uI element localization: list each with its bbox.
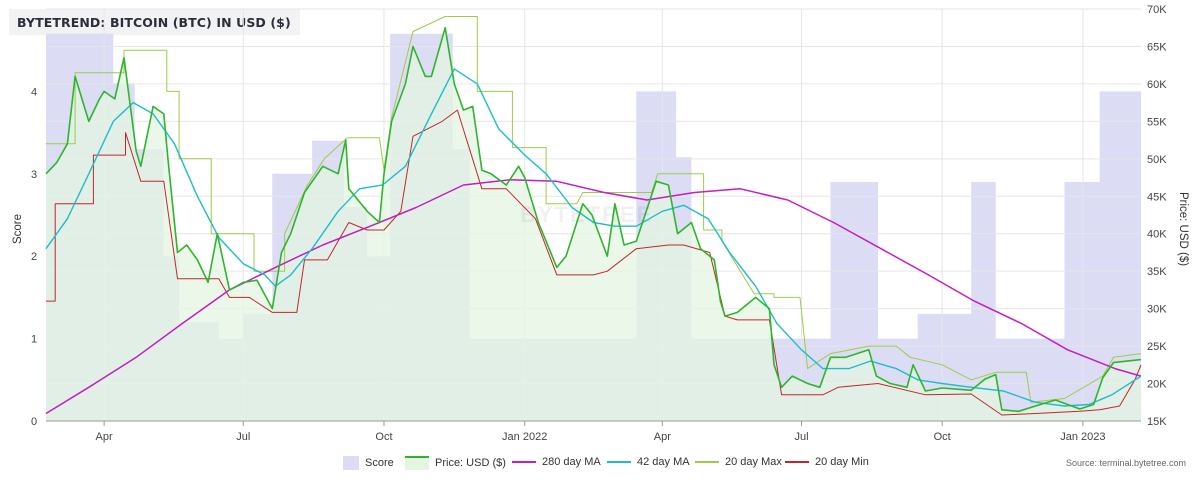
series-lines-layer xyxy=(45,16,1142,416)
legend-swatch-ma280 xyxy=(512,461,536,463)
series-line-20-day-min xyxy=(46,109,1142,416)
legend-label-min20: 20 day Min xyxy=(815,456,869,468)
legend-swatch-score xyxy=(343,456,359,470)
legend-item-price[interactable]: Price: USD ($) xyxy=(405,456,506,470)
x-tick-label: Jul xyxy=(794,431,808,443)
y-left-tick-label: 0 xyxy=(31,416,37,428)
legend-swatch-min20 xyxy=(785,461,809,463)
series-line-42-day-ma xyxy=(45,68,1142,407)
watermark-text: BYTETREE xyxy=(520,202,653,227)
legend-label-price: Price: USD ($) xyxy=(435,457,506,469)
y-right-tick-label: 50K xyxy=(1147,154,1167,166)
legend-item-min20[interactable]: 20 day Min xyxy=(785,456,869,468)
y-right-tick-label: 45K xyxy=(1147,191,1167,203)
y-right-tick-label: 55K xyxy=(1147,116,1167,128)
grid-layer xyxy=(46,8,1141,422)
legend-label-max20: 20 day Max xyxy=(725,456,782,468)
y-right-tick-label: 60K xyxy=(1147,79,1167,91)
legend-label-ma42: 42 day MA xyxy=(637,456,690,468)
y-right-tick-label: 25K xyxy=(1147,341,1167,353)
legend-item-max20[interactable]: 20 day Max xyxy=(695,456,782,468)
x-tick-label: Apr xyxy=(654,431,671,443)
legend-item-score[interactable]: Score xyxy=(343,456,394,470)
x-tick-label: Apr xyxy=(96,431,113,443)
y-left-tick-label: 2 xyxy=(31,251,37,263)
y-left-axis-title: Score xyxy=(12,214,24,244)
y-right-tick-label: 40K xyxy=(1147,229,1167,241)
chart-legend: Score Price: USD ($) 280 day MA 42 day M… xyxy=(0,452,1200,476)
y-left-tick-label: 3 xyxy=(31,169,37,181)
legend-swatch-price xyxy=(405,456,429,470)
legend-label-score: Score xyxy=(365,457,394,469)
y-right-tick-label: 70K xyxy=(1147,4,1167,16)
y-right-tick-label: 30K xyxy=(1147,304,1167,316)
legend-item-ma42[interactable]: 42 day MA xyxy=(607,456,690,468)
x-tick-label: Jan 2023 xyxy=(1060,431,1105,443)
y-left-tick-label: 4 xyxy=(31,86,37,98)
series-line-20-day-max xyxy=(46,16,1142,403)
y-right-tick-label: 15K xyxy=(1147,416,1167,428)
source-credit: Source: terminal.bytetree.com xyxy=(1065,458,1186,468)
chart-title: BYTETREND: BITCOIN (BTC) IN USD ($) xyxy=(9,9,300,35)
x-tick-label: Jan 2022 xyxy=(502,431,547,443)
series-line-price-usd xyxy=(45,26,1142,413)
legend-swatch-max20 xyxy=(695,461,719,463)
y-left-tick-label: 1 xyxy=(31,334,37,346)
x-tick-label: Oct xyxy=(934,431,951,443)
x-tick-label: Jul xyxy=(236,431,250,443)
watermark-layer: BYTETREE xyxy=(520,202,653,227)
axes-layer: Apr Jul Oct Jan 2022 Apr Jul Oct Jan 2023 0 1 2 3 4 1… xyxy=(12,4,1189,443)
price-area xyxy=(46,27,1141,421)
y-right-axis-title: Price: USD ($) xyxy=(1177,192,1189,266)
price-area-layer xyxy=(46,27,1141,421)
legend-label-ma280: 280 day MA xyxy=(542,456,601,468)
y-right-tick-label: 35K xyxy=(1147,266,1167,278)
y-right-tick-label: 65K xyxy=(1147,41,1167,53)
x-tick-label: Oct xyxy=(375,431,392,443)
y-right-tick-label: 20K xyxy=(1147,379,1167,391)
legend-swatch-ma42 xyxy=(607,461,631,463)
legend-item-ma280[interactable]: 280 day MA xyxy=(512,456,601,468)
